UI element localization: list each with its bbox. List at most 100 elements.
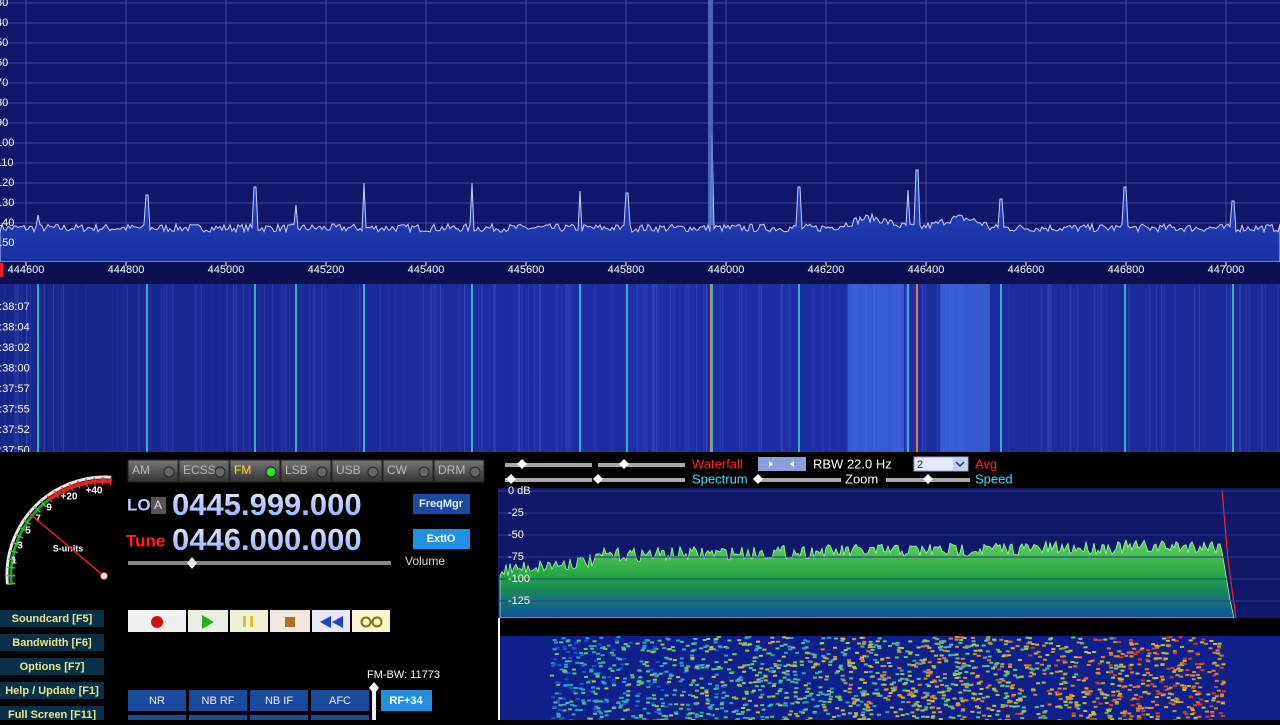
audio-waterfall-dot [802,672,806,674]
audio-waterfall-dot [1029,675,1033,677]
audio-waterfall-dot [596,688,600,690]
audio-waterfall-dot [914,690,918,692]
audio-waterfall-dot [1000,666,1004,668]
audio-waterfall-dot [931,715,935,717]
audio-waterfall-dot [1161,679,1165,681]
audio-waterfall-dot [1215,673,1219,675]
mode-label: LSB [285,463,308,477]
audio-waterfall-dot [808,660,812,662]
audio-waterfall-dot [692,679,696,681]
mode-button[interactable]: USB [332,460,382,482]
lo-frequency[interactable]: 0445.999.000 [172,487,362,522]
waterfall-streak [53,284,54,452]
mode-button[interactable]: CW [383,460,433,482]
mode-button[interactable]: LSB [281,460,331,482]
tune-marker [0,263,3,277]
dsp-button[interactable] [189,715,247,720]
audio-waterfall-dot [885,711,889,713]
audio-waterfall-dot [866,709,870,711]
rbw-spinner[interactable] [758,457,806,471]
slider[interactable] [505,478,592,482]
dropdown-arrow[interactable] [953,458,967,470]
audio-waterfall-dot [899,708,903,710]
audio-waterfall-dot [631,715,635,717]
waterfall-streak [637,284,638,452]
audio-waterfall-dot [868,646,872,648]
audio-waterfall-dot [1031,688,1035,690]
audio-waterfall-dot [928,661,932,663]
audio-waterfall-dot [1045,642,1049,644]
time-label: 8:38:04 [0,321,30,333]
audio-waterfall-dot [822,704,826,706]
audio-waterfall-dot [651,651,655,653]
audio-waterfall-dot [612,679,616,681]
dsp-button[interactable] [128,715,186,720]
audio-waterfall-dot [876,672,880,674]
audio-waterfall-dot [751,717,755,719]
slider[interactable] [598,478,685,482]
audio-waterfall-dot [1154,657,1158,659]
audio-waterfall-dot [824,679,828,681]
dsp-button[interactable] [311,715,369,720]
audio-waterfall-dot [1079,715,1083,717]
audio-waterfall-dot [1210,640,1214,642]
audio-waterfall-dot [927,699,931,701]
audio-waterfall-dot [819,691,823,693]
audio-waterfall-dot [973,653,977,655]
audio-waterfall-dot [862,641,866,643]
audio-waterfall-dot [556,713,560,715]
mode-button[interactable]: FM [230,460,280,482]
audio-waterfall-dot [961,658,965,660]
audio-waterfall-dot [910,712,914,714]
audio-waterfall-dot [1195,693,1199,695]
audio-waterfall-dot [996,679,1000,681]
waterfall-streak [1067,284,1068,452]
audio-waterfall-dot [765,717,769,719]
audio-waterfall-dot [1004,705,1008,707]
audio-waterfall-dot [742,671,746,673]
audio-waterfall-dot [592,680,596,682]
audio-waterfall-dot [857,643,861,645]
audio-waterfall-dot [615,677,619,679]
tune-label: Tune [126,531,165,550]
audio-waterfall-dot [1107,647,1111,649]
audio-waterfall-dot [1217,690,1221,692]
slider[interactable] [598,463,685,467]
audio-waterfall-dot [794,691,798,693]
pause-button[interactable] [230,610,268,632]
waterfall-streak [195,284,196,452]
waterfall-streak [478,284,479,452]
mode-button[interactable]: ECSS [179,460,229,482]
audio-waterfall-dot [833,647,837,649]
waterfall-streak [434,284,435,452]
audio-waterfall-dot [1075,706,1079,708]
mode-button[interactable]: DRM [434,460,484,482]
audio-waterfall-dot [686,645,690,647]
mode-led [215,467,225,477]
slider[interactable] [757,478,841,482]
carrier-line [254,284,256,452]
audio-waterfall-dot [693,638,697,640]
waterfall-streak [1204,284,1205,452]
mode-button[interactable]: AM [128,460,178,482]
audio-waterfall-dot [986,665,990,667]
waterfall-streak [647,284,648,452]
audio-waterfall-dot [1038,656,1042,658]
audio-waterfall-dot [749,667,753,669]
audio-waterfall-dot [562,646,566,648]
audio-waterfall-dot [1188,658,1192,660]
s-label: 1 [11,556,17,567]
audio-waterfall-dot [602,701,606,703]
audio-waterfall-dot [1111,677,1115,679]
audio-waterfall-dot [1072,712,1076,714]
audio-waterfall-dot [635,705,639,707]
audio-waterfall-dot [1134,643,1138,645]
audio-waterfall-dot [650,702,654,704]
volume-slider[interactable] [128,561,391,565]
audio-waterfall-dot [888,645,892,647]
dsp-button[interactable] [250,715,308,720]
tune-frequency[interactable]: 0446.000.000 [172,522,362,557]
audio-waterfall-dot [607,676,611,678]
audio-waterfall-dot [715,687,719,689]
audio-waterfall-dot [640,661,644,663]
